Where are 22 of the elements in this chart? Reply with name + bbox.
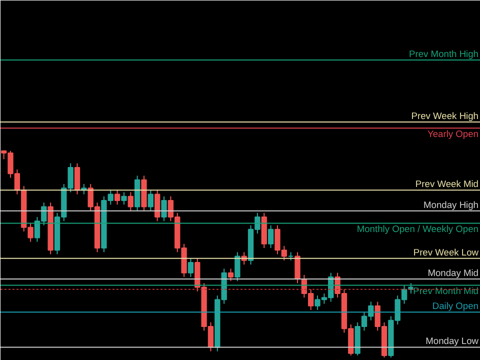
candlestick bbox=[154, 190, 160, 222]
ref-line-label: Prev Week Mid bbox=[415, 179, 479, 190]
candlestick bbox=[74, 162, 80, 195]
candlestick bbox=[128, 192, 134, 212]
ref-line-label: Monday High bbox=[424, 200, 479, 210]
candlestick bbox=[234, 252, 240, 282]
ref-line-label: Prev Week Low bbox=[413, 247, 479, 258]
candlestick bbox=[294, 252, 300, 284]
candlestick bbox=[228, 268, 234, 282]
candlestick bbox=[148, 190, 154, 212]
candlestick bbox=[114, 190, 120, 206]
candlestick bbox=[161, 196, 167, 222]
ref-line-label: Monthly Open / Weekly Open bbox=[356, 224, 478, 234]
ref-line-label: Monday Mid bbox=[428, 268, 478, 278]
ref-line-label: Daily Open bbox=[432, 301, 479, 312]
candlestick bbox=[268, 224, 274, 249]
candlestick bbox=[188, 258, 194, 278]
candlestick bbox=[121, 192, 127, 206]
ref-line-label: Yearly Open bbox=[428, 129, 479, 140]
ref-line-label: Prev Week High bbox=[411, 110, 479, 121]
ref-line-label: Monday Low bbox=[426, 336, 479, 346]
ref-line-label: Prev Month High bbox=[409, 49, 479, 60]
